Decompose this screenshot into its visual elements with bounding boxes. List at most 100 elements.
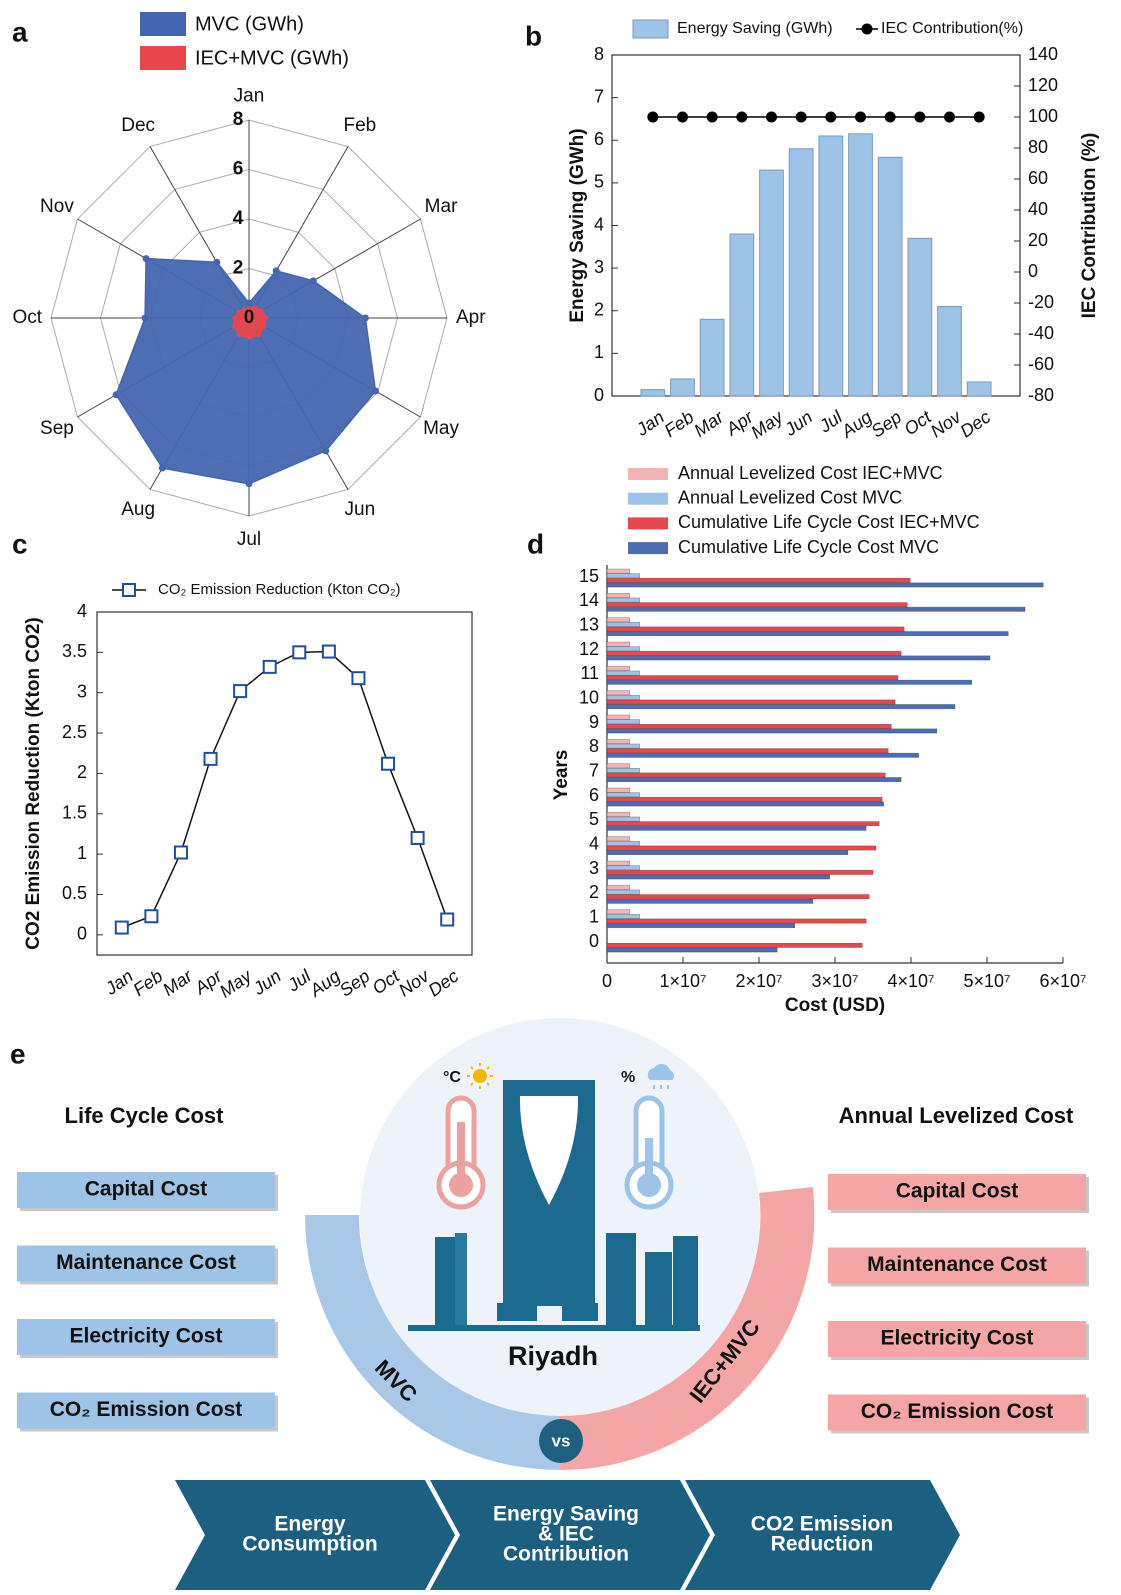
legend-swatch: [628, 468, 668, 480]
y-tick-label: 0: [589, 931, 599, 951]
legend-swatch: [140, 46, 186, 70]
category-label: Aug: [121, 499, 155, 520]
city-label: Riyadh: [508, 1341, 598, 1371]
cost-group-title: Annual Levelized Cost: [839, 1103, 1074, 1128]
bar: [908, 238, 932, 396]
data-point: [322, 447, 329, 454]
y2-tick-label: -40: [1028, 323, 1054, 343]
cost-box-label: CO₂ Emission Cost: [861, 1400, 1054, 1423]
y-tick-label: 14: [579, 590, 599, 610]
bar: [607, 704, 955, 708]
data-point: [247, 336, 251, 340]
y-tick-label: 6: [594, 129, 604, 149]
y-tick-label: 7: [594, 86, 604, 106]
bar: [607, 642, 630, 646]
data-point: [293, 646, 305, 658]
cost-box-label: CO₂ Emission Cost: [50, 1398, 243, 1421]
cost-box-label: Electricity Cost: [881, 1327, 1034, 1350]
y-tick-label: 15: [579, 566, 599, 586]
bar: [607, 607, 1025, 611]
data-point: [116, 922, 128, 934]
y-tick-label: 5: [594, 172, 604, 192]
cost-box-label: Capital Cost: [896, 1180, 1019, 1203]
y2-tick-label: 0: [1028, 261, 1038, 281]
y-tick-label: 11: [580, 663, 599, 683]
sun-icon: [473, 1069, 487, 1083]
legend-swatch: [628, 517, 668, 529]
category-label: Feb: [344, 115, 377, 136]
y2-tick-label: 100: [1028, 106, 1058, 126]
bar: [819, 136, 843, 396]
y2-tick-label: 40: [1028, 199, 1048, 219]
bar: [607, 603, 907, 607]
data-point: [236, 310, 240, 314]
data-point: [264, 661, 276, 673]
y-tick-label: 4: [589, 833, 599, 853]
mercury: [637, 1173, 661, 1197]
legend-swatch: [628, 493, 668, 505]
data-point: [441, 913, 453, 925]
y-tick-label: 5: [589, 809, 599, 829]
legend-marker: [123, 584, 135, 596]
diagram: MVC IEC+MVC vs Riyadh °C % Life Cycle Co…: [17, 1018, 1089, 1590]
data-point: [159, 465, 166, 472]
category-label: May: [423, 418, 459, 439]
cost-group-title: Life Cycle Cost: [65, 1103, 225, 1128]
bar: [607, 797, 882, 801]
data-point: [205, 753, 217, 765]
data-point: [246, 480, 253, 487]
y-axis-label: CO2 Emission Reduction (Kton CO2): [23, 617, 44, 950]
bar: [607, 656, 990, 660]
bar: [607, 680, 972, 684]
category-label: Mar: [425, 196, 458, 217]
legend-marker: [862, 24, 873, 35]
y-tick-label: 1.5: [62, 803, 87, 823]
bar: [607, 788, 630, 792]
y-axis-label: Energy Saving (GWh): [567, 128, 588, 322]
bar: [607, 870, 873, 874]
bar: [607, 671, 640, 675]
y-tick-label: 2.5: [62, 722, 87, 742]
bar: [607, 598, 640, 602]
data-point: [246, 300, 253, 307]
page: a b c d e MVC IEC+MVC vs Riyadh °C %: [0, 0, 1121, 1595]
bar: [607, 919, 866, 923]
building: [673, 1236, 698, 1325]
x-tick-label: Jun: [780, 407, 816, 441]
panel-label: b: [525, 20, 542, 51]
panel-label: a: [12, 16, 28, 47]
legend-label: Cumulative Life Cycle Cost MVC: [678, 537, 939, 557]
bar: [607, 622, 640, 626]
building: [455, 1233, 467, 1325]
data-point: [825, 112, 836, 123]
x-axis-label: Cost (USD): [785, 995, 885, 1016]
bar: [607, 700, 895, 704]
bar: [607, 578, 910, 582]
series-line: [122, 652, 447, 928]
bar: [878, 157, 902, 396]
data-point: [914, 112, 925, 123]
data-point: [707, 112, 718, 123]
building: [562, 1303, 598, 1321]
icon-label: %: [621, 1069, 635, 1086]
bar: [607, 841, 640, 845]
bar: [607, 651, 901, 655]
legend-label: Annual Levelized Cost IEC+MVC: [678, 463, 943, 483]
data-point: [352, 672, 364, 684]
y-tick-label: 13: [579, 614, 599, 634]
y-tick-label: 3: [77, 681, 87, 701]
y-tick-label: 0.5: [62, 883, 87, 903]
data-point: [113, 391, 120, 398]
bar: [849, 134, 873, 396]
vs-label: vs: [552, 1431, 571, 1450]
icon-label: °C: [443, 1069, 461, 1086]
data-point: [237, 333, 241, 337]
data-point: [264, 316, 268, 320]
building: [497, 1303, 537, 1321]
x-tick-label: 0: [602, 971, 612, 991]
y-tick-label: 2: [589, 882, 599, 902]
y2-tick-label: 60: [1028, 168, 1048, 188]
plot-frame: [97, 612, 472, 955]
panel-label: d: [527, 528, 544, 559]
y2-tick-label: 20: [1028, 230, 1048, 250]
